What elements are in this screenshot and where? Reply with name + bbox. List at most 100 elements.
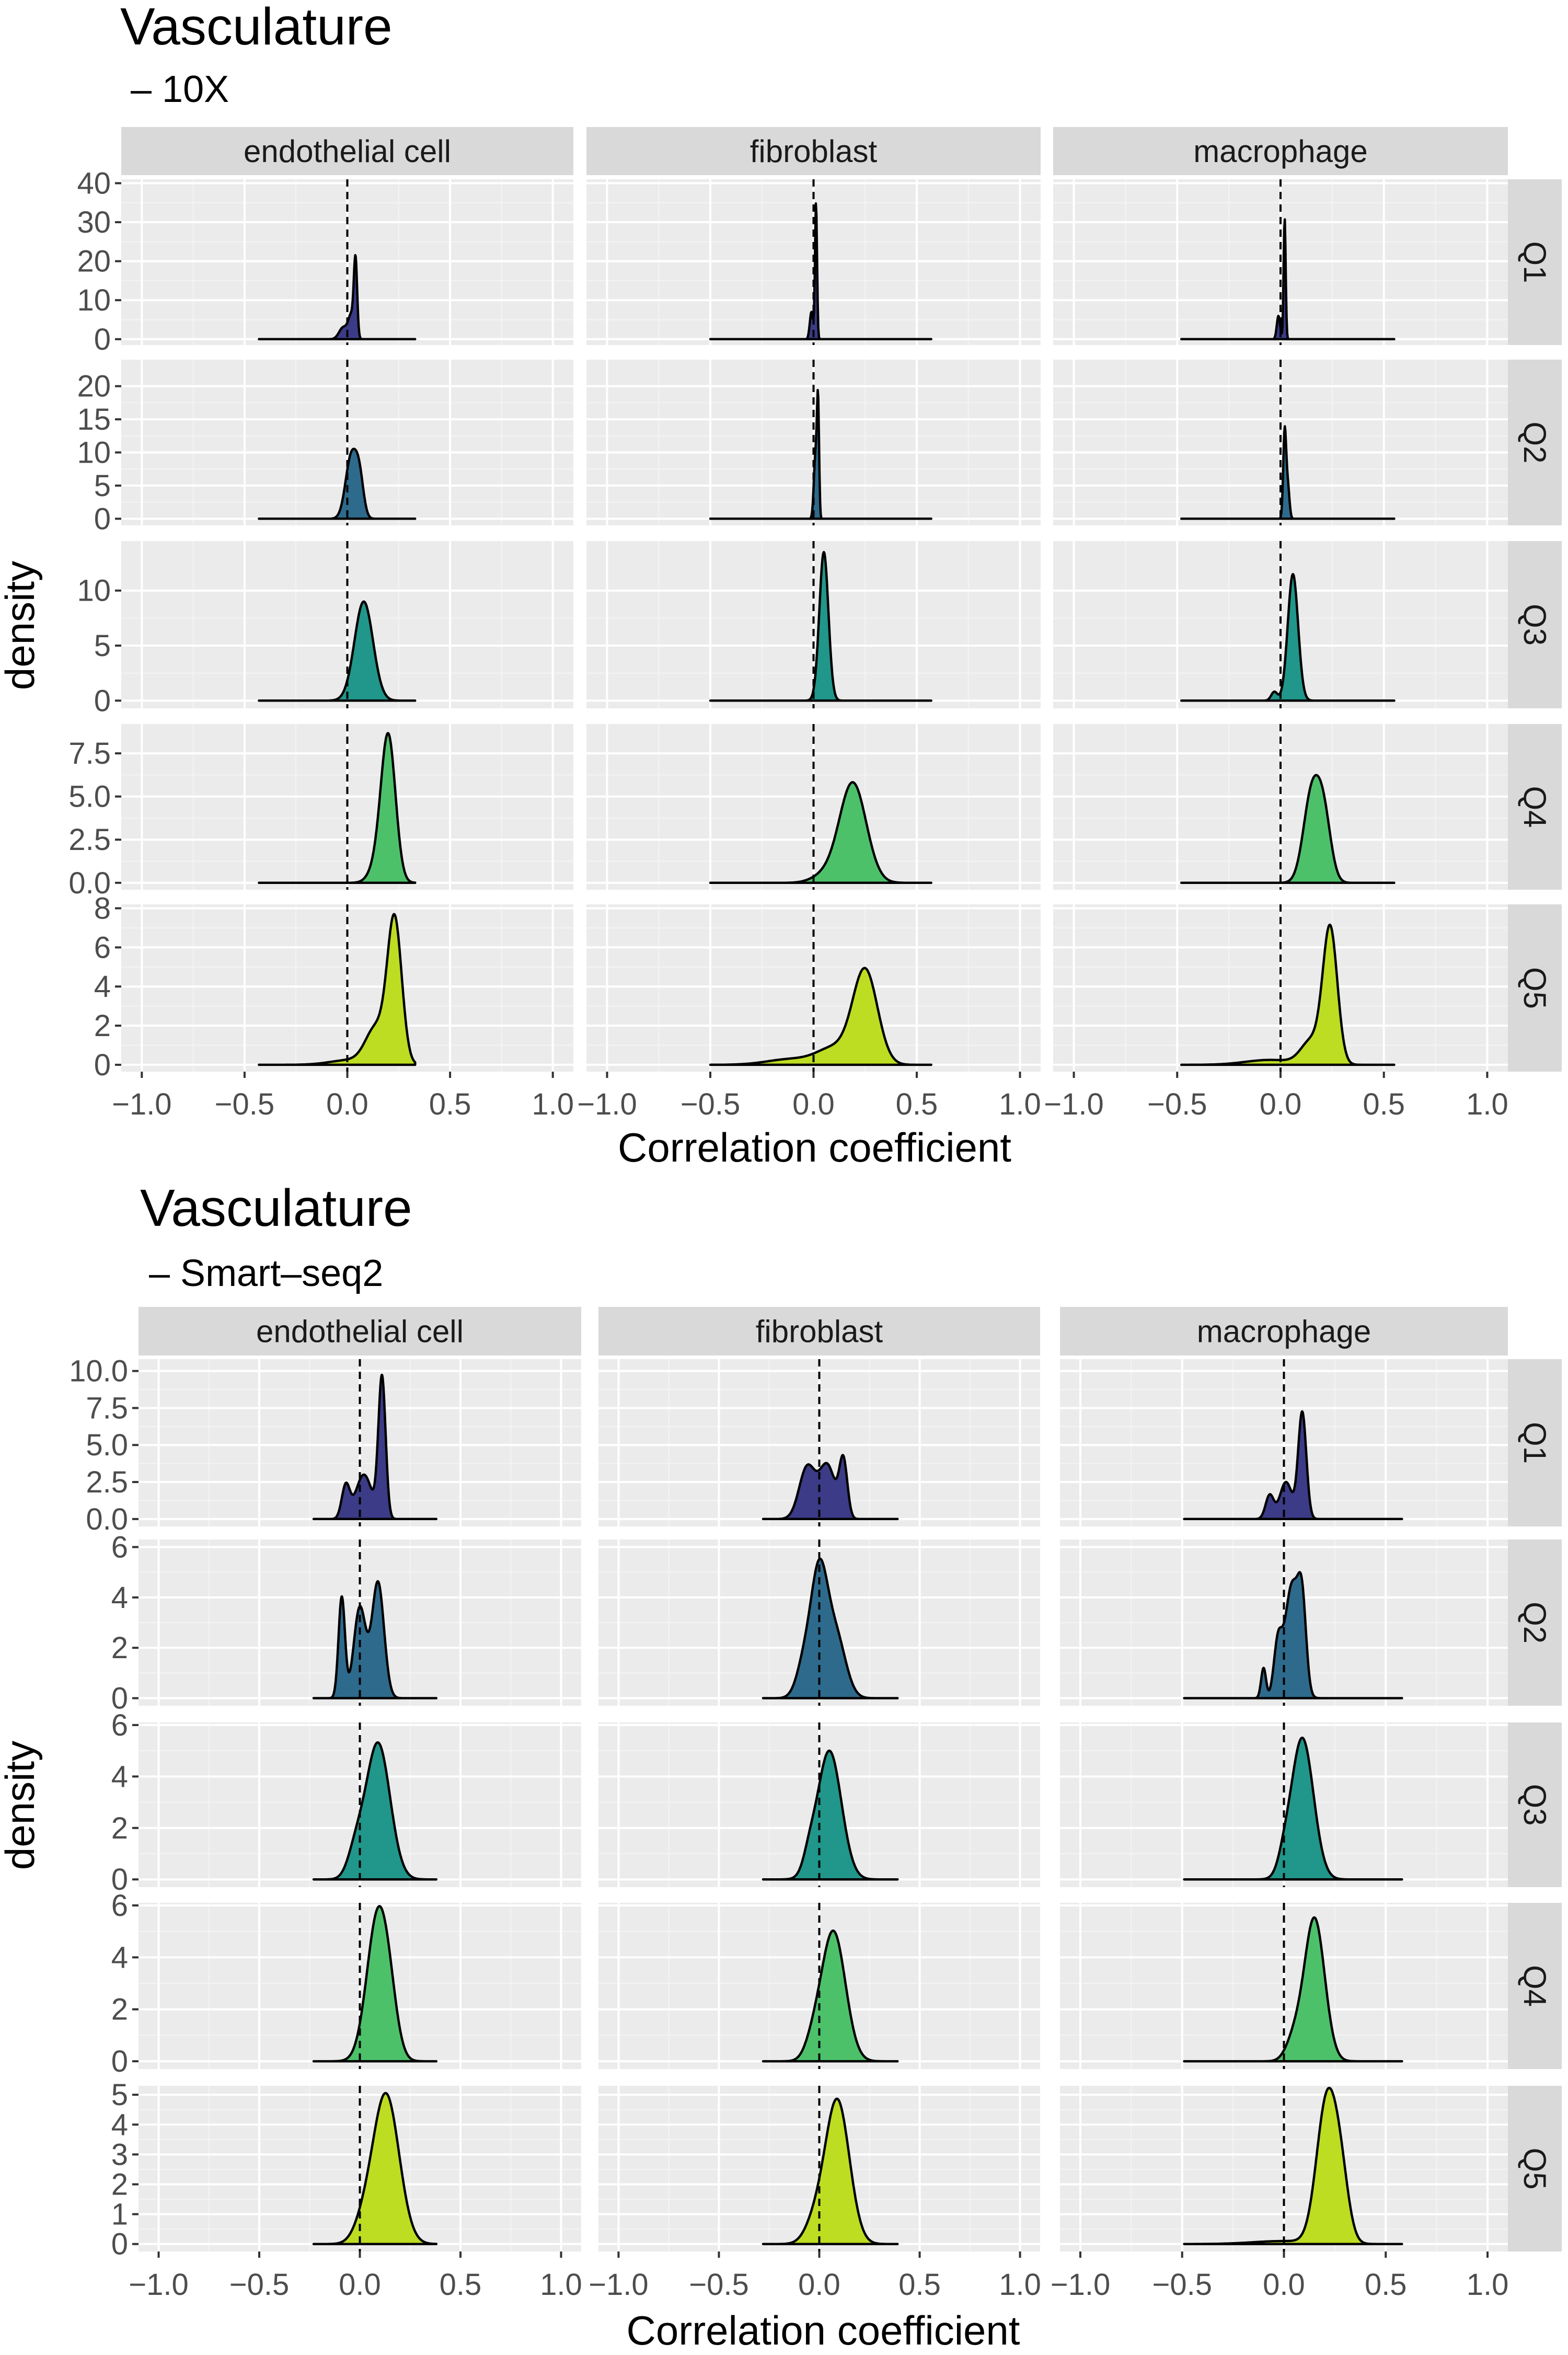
row-strip-label: Q2 [1517, 1602, 1552, 1644]
facet-figure-2: Vasculature – Smart–seq2 endothelial cell f… [0, 1179, 1562, 2353]
y-tick-label: 0 [111, 2044, 128, 2078]
y-tick-label: 0 [94, 502, 111, 536]
y-tick-label: 30 [77, 205, 111, 239]
x-tick-label: 0.0 [339, 2268, 381, 2302]
y-tick-label: 0 [111, 1863, 128, 1897]
density-curve [312, 2092, 438, 2245]
y-axis-title: density [0, 1741, 43, 1870]
strip-bg-2 [1060, 1307, 1508, 1355]
panel-Q1-1 [586, 179, 1041, 345]
x-tick-label: 1.0 [1467, 2268, 1509, 2302]
density-curve [312, 1373, 438, 1521]
density-curve [258, 732, 417, 884]
row-strip-bg [1508, 360, 1562, 525]
panel-Q3-0 [139, 1722, 581, 1887]
y-tick-label: 4 [111, 2108, 128, 2142]
x-tick-label: −0.5 [229, 2268, 290, 2302]
y-tick-label: 10 [77, 283, 111, 317]
y-tick-label: 10 [77, 574, 111, 608]
density-curve [762, 1454, 899, 1521]
panel-Q2-1 [598, 1540, 1040, 1706]
figure-subtitle: – 10X [131, 68, 229, 110]
panel-Q2-2 [1060, 1540, 1508, 1706]
x-tick-label: 0.0 [792, 1087, 835, 1121]
panel-Q3-1 [598, 1722, 1040, 1887]
panel-Q5-2 [1060, 2086, 1508, 2251]
panel-Q4-1 [586, 724, 1041, 890]
panel-Q1-0 [121, 179, 573, 345]
y-tick-label: 7.5 [86, 1391, 128, 1425]
x-tick-label: 1.0 [1466, 1087, 1508, 1121]
x-tick-label: 1.0 [532, 1087, 574, 1121]
panel-Q2-1 [586, 360, 1041, 525]
panel-Q5-1 [598, 2086, 1040, 2251]
y-tick-label: 2 [111, 1631, 128, 1665]
strip-bg-0 [121, 127, 573, 175]
x-tick-label: 0.5 [1365, 2268, 1407, 2302]
density-curve [258, 254, 417, 341]
row-strip-bg [1508, 1359, 1562, 1526]
panel-Q4-1 [598, 1903, 1040, 2069]
density-curve [312, 1580, 438, 1699]
row-strip-label: Q4 [1517, 1965, 1552, 2007]
y-tick-label: 5.0 [86, 1428, 128, 1462]
figure-title: Vasculature [120, 0, 393, 56]
panel-Q3-0 [121, 541, 573, 708]
panel-Q4-0 [121, 724, 573, 890]
y-tick-label: 0 [94, 323, 111, 357]
panel-Q3-1 [586, 541, 1041, 708]
y-tick-label: 2 [111, 1811, 128, 1845]
density-curve [1180, 774, 1396, 884]
strip-bg-1 [598, 1307, 1040, 1355]
x-tick-label: 0.5 [429, 1087, 471, 1121]
y-tick-label: 4 [111, 1940, 128, 1974]
figure-title: Vasculature [140, 1179, 412, 1237]
y-tick-label: 2.5 [68, 823, 111, 857]
y-tick-label: 8 [94, 891, 111, 925]
x-tick-label: 0.0 [1260, 1087, 1302, 1121]
row-strip-label: Q5 [1517, 967, 1552, 1009]
x-tick-label: −1.0 [1051, 2268, 1111, 2302]
panel-Q1-2 [1053, 179, 1508, 345]
density-curve [1183, 1916, 1403, 2063]
y-tick-label: 4 [111, 1760, 128, 1794]
y-tick-label: 5 [94, 629, 111, 663]
row-strip-label: Q3 [1517, 1784, 1552, 1825]
x-tick-label: 0.5 [1363, 1087, 1405, 1121]
panel-Q1-2 [1060, 1359, 1508, 1526]
row-strip-label: Q1 [1517, 1422, 1552, 1464]
density-curve [258, 913, 417, 1066]
y-tick-label: 5.0 [68, 780, 111, 814]
panel-Q4-2 [1053, 724, 1508, 890]
y-tick-label: 0.0 [68, 866, 111, 900]
column-strip-label: fibroblast [750, 134, 878, 169]
figure-subtitle: – Smart–seq2 [149, 1253, 383, 1294]
row-strip-label: Q2 [1517, 421, 1552, 463]
column-strip-label: macrophage [1193, 134, 1368, 169]
density-curve [762, 2097, 899, 2245]
density-curve [1180, 425, 1396, 520]
y-tick-label: 10.0 [69, 1354, 128, 1388]
y-tick-label: 0 [94, 1048, 111, 1082]
x-tick-label: −1.0 [577, 1087, 637, 1121]
panel-Q1-1 [598, 1359, 1040, 1526]
density-curve [709, 202, 932, 341]
y-tick-label: 2 [111, 2167, 128, 2201]
panel-Q2-0 [139, 1540, 581, 1706]
density-curve [1183, 1737, 1403, 1881]
x-tick-label: 0.0 [1263, 2268, 1305, 2302]
y-tick-label: 4 [111, 1581, 128, 1615]
panel-Q5-0 [139, 2086, 581, 2251]
density-curve [1180, 573, 1396, 702]
row-strip-bg [1508, 1722, 1562, 1887]
y-tick-label: 5 [94, 469, 111, 503]
column-strip-label: endothelial cell [256, 1314, 464, 1349]
density-curve [258, 447, 417, 520]
row-strip-bg [1508, 541, 1562, 708]
density-curve [762, 1557, 899, 1699]
x-tick-label: 1.0 [999, 2268, 1041, 2302]
panel-Q3-2 [1060, 1722, 1508, 1887]
y-tick-label: 15 [77, 403, 111, 436]
column-strip-label: macrophage [1197, 1314, 1371, 1349]
facet-figure-1: Vasculature – 10X endothelial cell fibrobla… [0, 0, 1562, 1170]
